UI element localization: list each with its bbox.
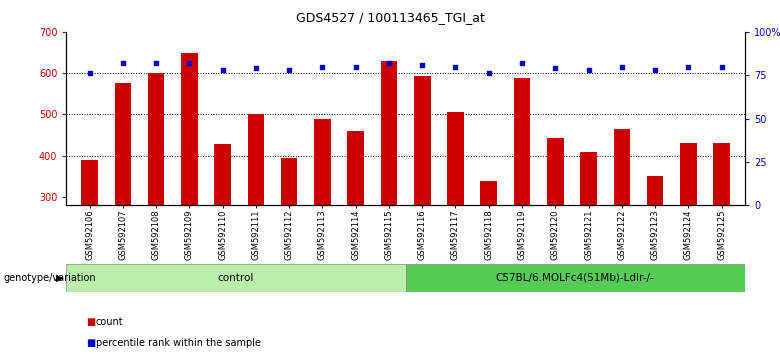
Bar	[247, 114, 264, 321]
Point	[316, 64, 328, 69]
Point	[615, 64, 628, 69]
Bar	[414, 76, 431, 321]
Point	[483, 71, 495, 76]
Text: C57BL/6.MOLFc4(51Mb)-Ldlr-/-: C57BL/6.MOLFc4(51Mb)-Ldlr-/-	[496, 273, 654, 283]
Point	[349, 64, 362, 69]
Point	[383, 60, 395, 66]
Bar	[447, 113, 464, 321]
Point	[583, 67, 595, 73]
Bar	[381, 61, 397, 321]
Bar	[215, 144, 231, 321]
Point	[649, 67, 661, 73]
Bar	[66, 264, 406, 292]
Point	[250, 65, 262, 71]
Bar	[680, 143, 697, 321]
Point	[117, 60, 129, 66]
Text: ■: ■	[86, 317, 95, 327]
Point	[83, 71, 96, 76]
Text: genotype/variation: genotype/variation	[4, 273, 97, 283]
Text: percentile rank within the sample: percentile rank within the sample	[96, 338, 261, 348]
Point	[283, 67, 296, 73]
Bar	[181, 53, 197, 321]
Point	[549, 65, 562, 71]
Bar	[514, 78, 530, 321]
Text: ■: ■	[86, 338, 95, 348]
Text: count: count	[96, 317, 123, 327]
Bar	[347, 131, 364, 321]
Point	[183, 60, 196, 66]
Bar	[314, 119, 331, 321]
Bar	[147, 73, 165, 321]
Point	[216, 67, 229, 73]
Bar	[281, 158, 297, 321]
Text: ▶: ▶	[56, 273, 64, 283]
Bar	[547, 138, 564, 321]
Point	[449, 64, 462, 69]
Bar	[614, 129, 630, 321]
Point	[516, 60, 528, 66]
Point	[416, 62, 428, 68]
Point	[150, 60, 162, 66]
Text: GDS4527 / 100113465_TGI_at: GDS4527 / 100113465_TGI_at	[296, 11, 484, 24]
Bar	[81, 160, 98, 321]
Point	[715, 64, 728, 69]
Point	[682, 64, 695, 69]
Bar	[713, 143, 730, 321]
Bar	[480, 181, 497, 321]
Bar	[406, 264, 745, 292]
Bar	[580, 152, 597, 321]
Bar	[115, 84, 131, 321]
Bar	[647, 176, 664, 321]
Text: control: control	[218, 273, 254, 283]
